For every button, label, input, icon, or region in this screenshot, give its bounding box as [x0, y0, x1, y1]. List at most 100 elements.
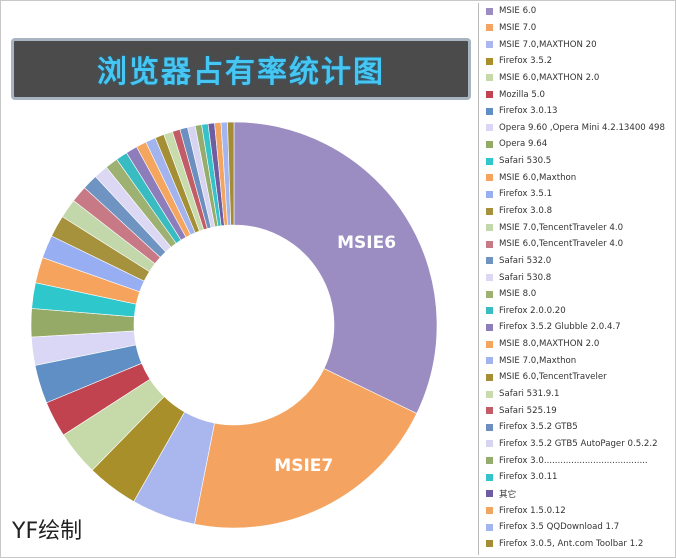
legend-label: Safari 531.9.1 [499, 389, 560, 400]
legend-item: Safari 530.5 [479, 153, 671, 170]
legend-item: Firefox 3.0.............................… [479, 452, 671, 469]
legend-label: Firefox 2.0.0.20 [499, 305, 566, 316]
legend-item: MSIE 6.0,TencentTraveler [479, 369, 671, 386]
legend-label: Safari 532.0 [499, 255, 552, 266]
legend-item: Firefox 3.5 QQDownload 1.7 [479, 519, 671, 536]
legend-item: Opera 9.60 ,Opera Mini 4.2.13400 498 [479, 119, 671, 136]
legend-swatch [486, 457, 493, 465]
legend-label: Firefox 3.5 QQDownload 1.7 [499, 522, 620, 533]
legend-item: Firefox 3.5.2 [479, 53, 671, 70]
legend-swatch [486, 357, 493, 365]
legend-item: Firefox 3.0.13 [479, 103, 671, 120]
legend-label: MSIE 8.0,MAXTHON 2.0 [499, 339, 600, 350]
legend-label: MSIE 6.0,Maxthon [499, 172, 577, 183]
legend-item: Firefox 3.0.5, Ant.com Toolbar 1.2 [479, 536, 671, 553]
legend-label: Safari 525.19 [499, 405, 557, 416]
legend-swatch [486, 323, 493, 331]
legend-item: Firefox 2.0.0.20 [479, 303, 671, 320]
legend-swatch [486, 390, 493, 398]
chart-title: 浏览器占有率统计图 [97, 55, 385, 90]
legend-item: Firefox 3.0.11 [479, 469, 671, 486]
legend-label: MSIE 6.0,TencentTraveler [499, 372, 607, 383]
legend-swatch [486, 224, 493, 232]
legend-item: MSIE 7.0,TencentTraveler 4.0 [479, 219, 671, 236]
legend-label: Opera 9.60 ,Opera Mini 4.2.13400 498 [499, 122, 665, 133]
legend-item: Safari 532.0 [479, 253, 671, 270]
donut-slice [227, 121, 235, 226]
slice-data-label: MSIE7 [274, 456, 333, 476]
legend-swatch [486, 274, 493, 282]
legend-swatch [486, 340, 493, 348]
legend-label: Safari 530.8 [499, 272, 552, 283]
legend-label: 其它 [499, 489, 517, 500]
legend-swatch [486, 240, 493, 248]
legend-label: MSIE 7.0,Maxthon [499, 355, 577, 366]
legend-item: Safari 531.9.1 [479, 386, 671, 403]
legend-swatch [486, 523, 493, 531]
legend-label: MSIE 6.0,TencentTraveler 4.0 [499, 239, 624, 250]
chart-title-box: 浏览器占有率统计图 [11, 38, 471, 100]
legend-swatch [486, 507, 493, 515]
legend-item: MSIE 6.0,Maxthon [479, 169, 671, 186]
legend-swatch [486, 124, 493, 132]
legend-label: Firefox 1.5.0.12 [499, 505, 566, 516]
watermark: YF绘制 [12, 519, 83, 544]
legend-swatch [486, 74, 493, 82]
legend-swatch [486, 157, 493, 165]
legend-label: Firefox 3.0.11 [499, 472, 558, 483]
legend-item: Firefox 3.5.2 GTB5 [479, 419, 671, 436]
legend-item: MSIE 7.0,MAXTHON 20 [479, 36, 671, 53]
legend-item: Firefox 3.5.2 GTB5 AutoPager 0.5.2.2 [479, 436, 671, 453]
legend-label: MSIE 7.0,MAXTHON 20 [499, 39, 597, 50]
legend-label: Firefox 3.5.2 [499, 56, 553, 67]
legend-swatch [486, 107, 493, 115]
legend-item: MSIE 8.0,MAXTHON 2.0 [479, 336, 671, 353]
legend-item: MSIE 6.0,MAXTHON 2.0 [479, 70, 671, 87]
legend-item: MSIE 8.0 [479, 286, 671, 303]
legend-label: MSIE 6.0 [499, 6, 537, 17]
legend-item: Firefox 3.0.8 [479, 203, 671, 220]
legend-swatch [486, 257, 493, 265]
legend-item: Safari 530.8 [479, 269, 671, 286]
legend-swatch [486, 140, 493, 148]
legend-swatch [486, 290, 493, 298]
legend-swatch [486, 190, 493, 198]
legend-swatch [486, 307, 493, 315]
legend-swatch [486, 440, 493, 448]
legend: MSIE 6.0 MSIE 7.0 MSIE 7.0,MAXTHON 20 Firef… [478, 3, 671, 555]
legend-label: Safari 530.5 [499, 156, 552, 167]
legend-item: MSIE 7.0 [479, 20, 671, 37]
legend-item: MSIE 7.0,Maxthon [479, 352, 671, 369]
legend-swatch [486, 540, 493, 548]
legend-swatch [486, 473, 493, 481]
legend-item: MSIE 6.0,TencentTraveler 4.0 [479, 236, 671, 253]
legend-swatch [486, 423, 493, 431]
legend-item: Safari 525.19 [479, 402, 671, 419]
legend-item: Firefox 3.5.2 Glubble 2.0.4.7 [479, 319, 671, 336]
legend-item: MSIE 6.0 [479, 3, 671, 20]
donut-slice [233, 121, 438, 414]
donut-chart: MSIE6 MSIE7 [30, 121, 438, 529]
legend-item: Opera 9.64 [479, 136, 671, 153]
legend-label: Firefox 3.5.1 [499, 189, 553, 200]
slice-data-label: MSIE6 [337, 233, 396, 253]
legend-label: Firefox 3.0.............................… [499, 455, 648, 466]
legend-label: Firefox 3.0.13 [499, 106, 558, 117]
legend-swatch [486, 7, 493, 15]
legend-swatch [486, 91, 493, 99]
legend-swatch [486, 174, 493, 182]
legend-label: MSIE 7.0 [499, 22, 537, 33]
legend-label: Firefox 3.0.8 [499, 206, 553, 216]
legend-swatch [486, 57, 493, 65]
legend-item: 其它 [479, 486, 671, 503]
legend-swatch [486, 407, 493, 415]
legend-label: Firefox 3.0.5, Ant.com Toolbar 1.2 [499, 538, 644, 549]
legend-item: Firefox 1.5.0.12 [479, 502, 671, 519]
donut-slice [194, 368, 418, 529]
legend-label: MSIE 7.0,TencentTraveler 4.0 [499, 222, 624, 233]
legend-label: Mozilla 5.0 [499, 89, 546, 100]
legend-label: Firefox 3.5.2 GTB5 [499, 422, 578, 433]
legend-swatch [486, 24, 493, 32]
legend-label: Firefox 3.5.2 GTB5 AutoPager 0.5.2.2 [499, 438, 658, 449]
legend-label: MSIE 8.0 [499, 289, 537, 300]
